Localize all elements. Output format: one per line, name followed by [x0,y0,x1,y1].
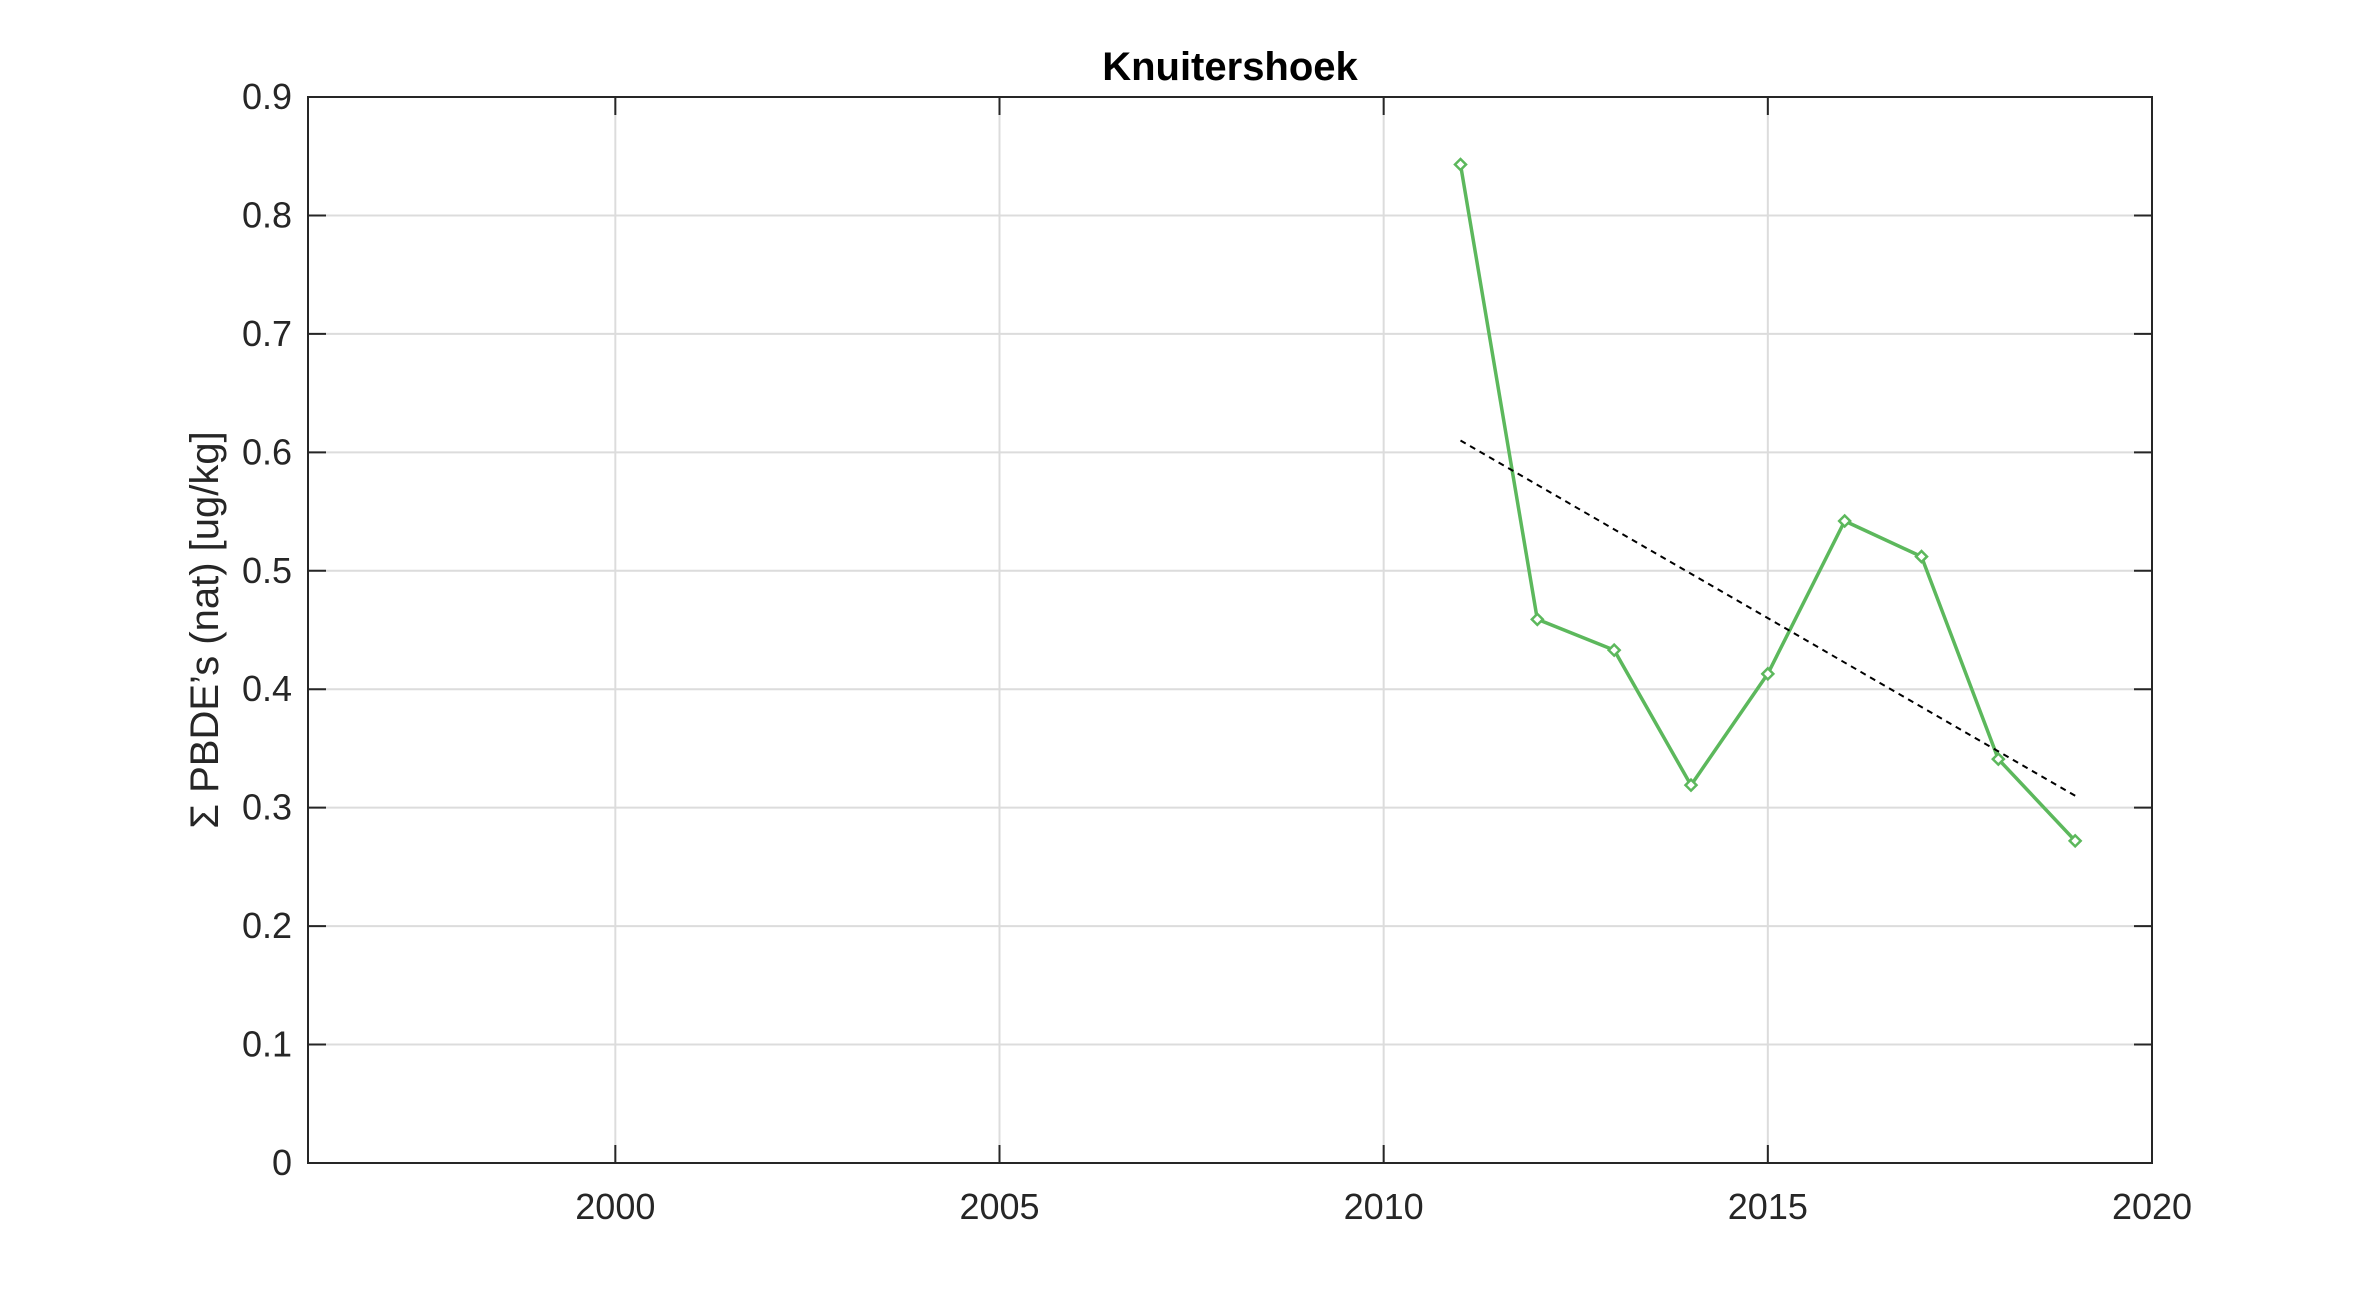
y-tick-label: 0.1 [242,1024,292,1065]
data-point-marker [1837,513,1852,529]
series-layer [1453,157,2083,849]
x-tick-label: 2005 [959,1186,1039,1227]
x-tick-label: 2020 [2112,1186,2192,1227]
y-tick-label: 0 [272,1142,292,1183]
x-tick-label: 2010 [1344,1186,1424,1227]
y-axis-tick-labels: 0 0.1 0.2 0.3 0.4 0.5 0.6 0.7 0.8 0.9 [242,76,292,1183]
x-tick-label: 2000 [575,1186,655,1227]
data-point-marker [1453,157,1468,172]
y-tick-label: 0.6 [242,431,292,472]
data-point-marker [1991,751,2006,767]
x-axis-tick-labels: 2000 2005 2010 2015 2020 [575,1186,2192,1227]
trend-line [1459,439,2076,797]
y-tick-label: 0.5 [242,550,292,591]
data-point-marker [1530,612,1545,627]
y-tick-label: 0.8 [242,194,292,235]
y-tick-label: 0.7 [242,313,292,354]
axis-ticks [308,96,2153,1164]
y-tick-label: 0.4 [242,668,292,709]
y-tick-label: 0.2 [242,905,292,946]
data-point-marker [1914,549,1929,564]
data-point-marker [2067,833,2083,849]
data-point-marker [1760,666,1776,682]
data-point-marker [1683,777,1699,793]
x-tick-label: 2015 [1728,1186,1808,1227]
plot-area-frame [307,96,2153,1164]
y-tick-label: 0.9 [242,76,292,117]
data-point-marker [1606,642,1622,658]
chart-title: Knuitershoek [1102,45,1358,89]
y-tick-label: 0.3 [242,787,292,828]
y-axis-label: Σ PBDE’s (nat) [ug/kg] [183,431,227,828]
